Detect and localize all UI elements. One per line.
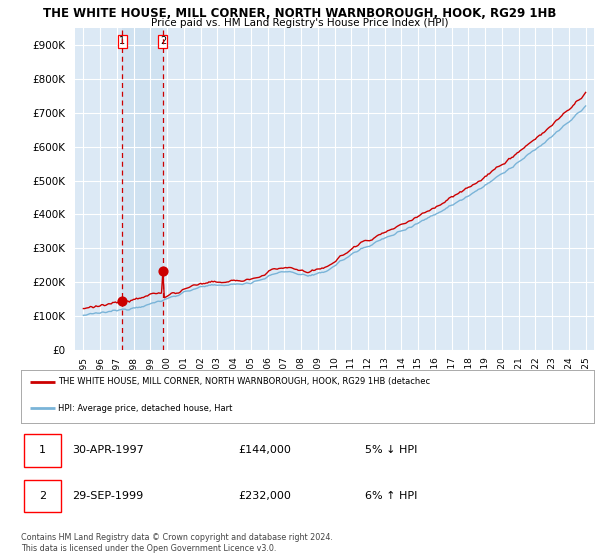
Text: 1: 1 [39, 445, 46, 455]
Text: 2: 2 [39, 491, 46, 501]
Text: Price paid vs. HM Land Registry's House Price Index (HPI): Price paid vs. HM Land Registry's House … [151, 18, 449, 29]
Text: £144,000: £144,000 [239, 445, 292, 455]
Text: 2: 2 [160, 36, 166, 46]
Point [158, 267, 167, 276]
Text: Contains HM Land Registry data © Crown copyright and database right 2024.
This d: Contains HM Land Registry data © Crown c… [21, 533, 333, 553]
Text: HPI: Average price, detached house, Hart: HPI: Average price, detached house, Hart [58, 404, 233, 413]
Text: 29-SEP-1999: 29-SEP-1999 [73, 491, 144, 501]
Text: £232,000: £232,000 [239, 491, 292, 501]
FancyBboxPatch shape [24, 480, 61, 512]
FancyBboxPatch shape [24, 435, 61, 466]
Text: 5% ↓ HPI: 5% ↓ HPI [365, 445, 417, 455]
Text: THE WHITE HOUSE, MILL CORNER, NORTH WARNBOROUGH, HOOK, RG29 1HB: THE WHITE HOUSE, MILL CORNER, NORTH WARN… [43, 7, 557, 20]
Text: 6% ↑ HPI: 6% ↑ HPI [365, 491, 417, 501]
Point [118, 297, 127, 306]
Bar [122, 28, 163, 350]
Text: THE WHITE HOUSE, MILL CORNER, NORTH WARNBOROUGH, HOOK, RG29 1HB (detachec: THE WHITE HOUSE, MILL CORNER, NORTH WARN… [58, 377, 430, 386]
Text: 30-APR-1997: 30-APR-1997 [73, 445, 145, 455]
Text: 1: 1 [119, 36, 125, 46]
